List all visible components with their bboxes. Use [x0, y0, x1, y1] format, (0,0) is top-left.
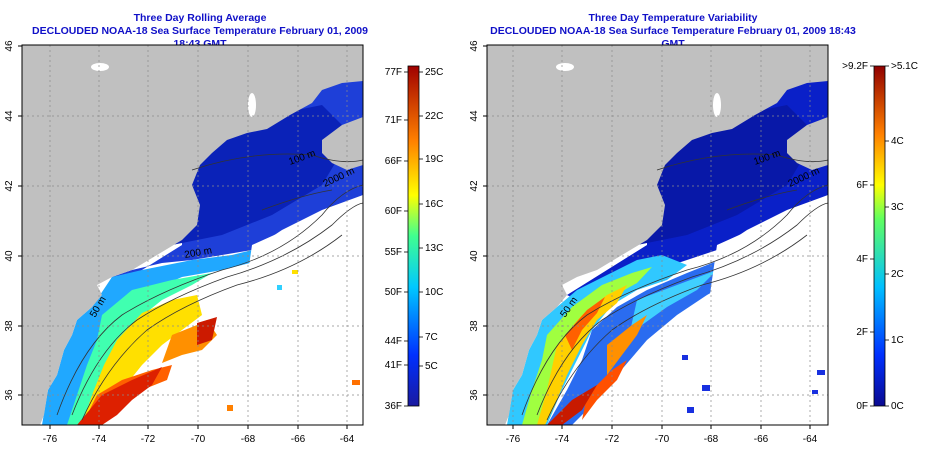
left-cb-f-label: 50F — [385, 287, 402, 298]
left-cb-f-label: 60F — [385, 206, 402, 217]
right-map-panel: 100 m 2000 m 50 m — [486, 44, 829, 426]
left-y-tick: 44 — [4, 110, 15, 122]
left-y-tick: 46 — [4, 40, 15, 52]
right-cb-f-label: 6F — [856, 180, 868, 191]
right-cb-c-label: 0C — [891, 401, 904, 412]
right-cb-f-label: 2F — [856, 327, 868, 338]
right-y-tick: 42 — [469, 180, 480, 192]
right-x-tick: -74 — [555, 434, 570, 445]
left-cb-f-label: 77F — [385, 67, 402, 78]
right-y-tick: 38 — [469, 320, 480, 332]
left-y-tick: 42 — [4, 180, 15, 192]
left-colorbar: 77F 71F 66F 60F 55F 50F 44F 41F 36F 25C … — [385, 65, 443, 412]
left-x-tick: -68 — [241, 434, 256, 445]
right-x-tick: -70 — [655, 434, 670, 445]
left-y-tick: 40 — [4, 250, 15, 262]
right-cb-c-label: >5.1C — [891, 61, 918, 72]
left-contour-label-200m: 200 m — [184, 245, 213, 261]
left-map-panel: 100 m 2000 m 200 m 50 m — [21, 44, 364, 426]
left-cb-f-label: 44F — [385, 336, 402, 347]
right-cb-f-label: 4F — [856, 254, 868, 265]
right-cb-c-label: 2C — [891, 269, 904, 280]
right-map-title-line1: Three Day Temperature Variability — [588, 12, 758, 24]
left-y-tick: 38 — [4, 320, 15, 332]
right-map-title: Three Day Temperature Variability DECLOU… — [478, 12, 868, 51]
right-colorbar: >9.2F 6F 4F 2F 0F >5.1C 4C 3C 2C 1C 0C — [842, 61, 918, 412]
right-x-tick: -64 — [803, 434, 818, 445]
left-cb-f-label: 66F — [385, 156, 402, 167]
right-x-tick: -68 — [704, 434, 719, 445]
left-cb-c-label: 13C — [425, 243, 443, 254]
right-x-tick: -72 — [605, 434, 620, 445]
left-y-tick: 36 — [4, 389, 15, 401]
right-cb-c-label: 1C — [891, 335, 904, 346]
right-x-tick: -66 — [754, 434, 769, 445]
left-cb-f-label: 71F — [385, 115, 402, 126]
left-cb-f-label: 55F — [385, 247, 402, 258]
left-cb-f-label: 41F — [385, 360, 402, 371]
left-cb-c-label: 16C — [425, 199, 443, 210]
right-x-tick: -76 — [506, 434, 521, 445]
left-cb-c-label: 22C — [425, 111, 443, 122]
right-y-tick: 46 — [469, 40, 480, 52]
left-map-title-line1: Three Day Rolling Average — [133, 12, 267, 24]
right-cb-c-label: 4C — [891, 136, 904, 147]
right-y-tick: 44 — [469, 110, 480, 122]
right-cb-c-label: 3C — [891, 202, 904, 213]
left-cb-c-label: 7C — [425, 332, 438, 343]
left-x-tick: -76 — [43, 434, 58, 445]
left-x-tick: -66 — [291, 434, 306, 445]
left-x-tick: -64 — [340, 434, 355, 445]
left-cb-c-label: 25C — [425, 67, 443, 78]
right-y-tick: 36 — [469, 389, 480, 401]
left-x-tick: -74 — [92, 434, 107, 445]
right-y-tick: 40 — [469, 250, 480, 262]
right-cb-f-label: 0F — [856, 401, 868, 412]
left-cb-f-label: 36F — [385, 401, 402, 412]
left-cb-c-label: 19C — [425, 154, 443, 165]
left-x-tick: -72 — [141, 434, 156, 445]
left-x-tick: -70 — [191, 434, 206, 445]
left-cb-c-label: 10C — [425, 287, 443, 298]
right-cb-f-label: >9.2F — [842, 61, 868, 72]
left-cb-c-label: 5C — [425, 361, 438, 372]
